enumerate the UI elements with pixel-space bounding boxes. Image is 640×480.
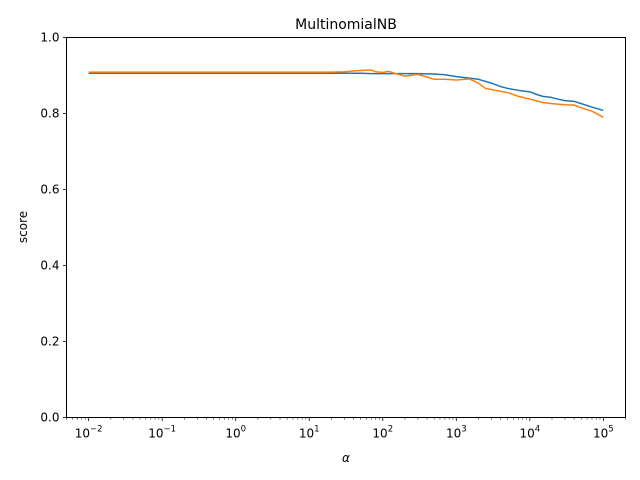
x-tick-label: 103 bbox=[446, 425, 467, 441]
x-tick-label: 10−1 bbox=[148, 425, 176, 441]
series-layer bbox=[88, 69, 604, 118]
y-tick-label: 1.0 bbox=[40, 31, 59, 45]
x-axis-label: α bbox=[342, 451, 350, 465]
x-tick-label: 101 bbox=[299, 425, 320, 441]
y-tick-label: 0.0 bbox=[40, 411, 59, 425]
y-tick-label: 0.6 bbox=[40, 183, 59, 197]
y-tick-label: 0.4 bbox=[40, 259, 59, 273]
y-tick-label: 0.2 bbox=[40, 335, 59, 349]
x-axis: 10−2 10−1 100 101 102 103 104 105 bbox=[66, 417, 626, 441]
y-axis-label: score bbox=[16, 211, 30, 243]
series-line-1 bbox=[88, 72, 604, 112]
y-tick-label: 0.8 bbox=[40, 107, 59, 121]
series-line-2 bbox=[88, 69, 604, 118]
x-tick-label: 100 bbox=[225, 425, 246, 441]
y-axis: 0.0 0.2 0.4 0.6 0.8 1.0 bbox=[40, 31, 67, 425]
x-tick-label: 102 bbox=[372, 425, 393, 441]
chart-title: MultinomialNB bbox=[295, 17, 397, 33]
x-tick-label: 10−2 bbox=[75, 425, 103, 441]
plot-frame bbox=[66, 37, 626, 418]
x-tick-label: 105 bbox=[593, 425, 614, 441]
x-tick-label: 104 bbox=[519, 425, 540, 441]
